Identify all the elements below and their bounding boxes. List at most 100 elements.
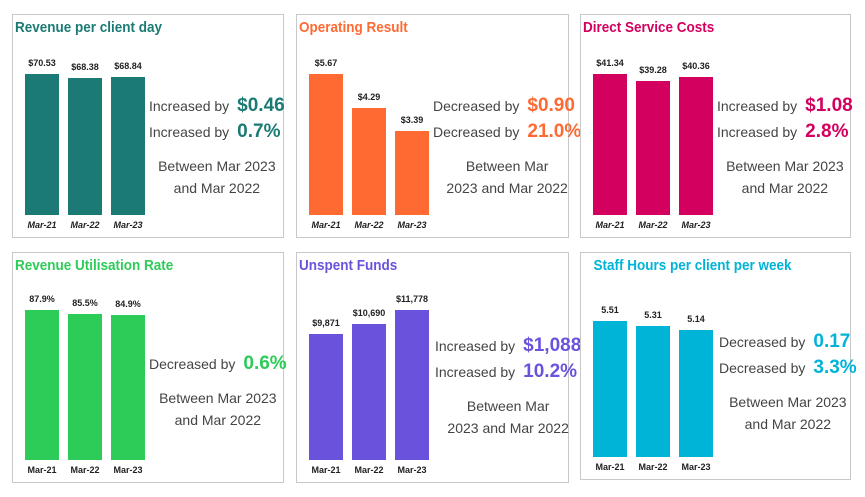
- bar: [593, 321, 627, 457]
- bar: [25, 310, 59, 460]
- change-label: Increased by: [149, 124, 230, 140]
- change-summary: Increased by $1,088 Increased by 10.2% Betwe…: [435, 335, 581, 439]
- comparison-period: Between Mar 2023 and Mar 2022: [149, 387, 287, 431]
- change-summary: Increased by $0.46 Increased by 0.7% Between…: [149, 95, 285, 199]
- data-label: $5.67: [314, 58, 338, 68]
- comparison-period-line: and Mar 2022: [173, 180, 261, 196]
- bar: [111, 315, 145, 460]
- change-label: Decreased by: [433, 98, 520, 114]
- comparison-period-line: and Mar 2022: [744, 416, 832, 432]
- x-tick-label: Mar-22: [354, 465, 384, 475]
- x-tick-label: Mar-23: [681, 220, 711, 230]
- comparison-period-line: Between Mar 2023: [726, 158, 844, 174]
- comparison-period-line: and Mar 2022: [174, 412, 262, 428]
- change-row: Decreased by 21.0%: [433, 121, 581, 147]
- x-tick-label: Mar-23: [397, 220, 427, 230]
- change-value: 21.0%: [527, 121, 582, 142]
- chart-title: Unspent Funds: [299, 257, 398, 274]
- x-tick-label: Mar-21: [311, 465, 341, 475]
- change-row: Increased by $1.08: [717, 95, 853, 121]
- change-value: 0.17: [813, 331, 851, 352]
- chart-panel: Staff Hours per client per week 5.51 Mar-2…: [580, 252, 857, 480]
- data-label: $40.36: [682, 61, 710, 72]
- change-summary: Increased by $1.08 Increased by 2.8% Between…: [717, 95, 853, 199]
- change-label: Decreased by: [719, 360, 806, 376]
- bar: [395, 310, 429, 460]
- data-label: $68.84: [114, 61, 142, 72]
- bar: [636, 81, 670, 215]
- change-label: Decreased by: [433, 124, 520, 140]
- change-row: Increased by 0.7%: [149, 121, 285, 147]
- data-label: $39.28: [639, 65, 667, 76]
- change-label: Increased by: [717, 124, 798, 140]
- x-tick-label: Mar-21: [311, 220, 341, 230]
- x-tick-label: Mar-22: [638, 220, 668, 230]
- change-label: Decreased by: [149, 356, 236, 372]
- comparison-period: Between Mar 2023 and Mar 2022: [717, 155, 853, 199]
- data-label: 87.9%: [29, 294, 55, 304]
- chart-panel: Direct Service Costs $41.34 Mar-21 $39.28 Ma…: [580, 14, 853, 238]
- bar: [352, 323, 386, 460]
- data-label: $10,690: [352, 307, 386, 318]
- data-label: $11,778: [395, 294, 429, 304]
- chart-title: Revenue Utilisation Rate: [15, 257, 174, 274]
- data-label: $4.29: [357, 92, 381, 103]
- change-row: Decreased by 0.17: [719, 331, 857, 357]
- x-tick-label: Mar-21: [27, 465, 57, 475]
- bar: [309, 334, 343, 460]
- chart-panel: Unspent Funds $9,871 Mar-21 $10,690 Mar-22 $1…: [296, 252, 581, 483]
- x-tick-label: Mar-22: [638, 462, 668, 472]
- change-row: Increased by 2.8%: [717, 121, 853, 147]
- change-value: $1,088: [523, 335, 582, 356]
- bar: [352, 108, 386, 215]
- data-label: 5.51: [601, 305, 619, 315]
- bar: [68, 314, 102, 460]
- bar: [679, 330, 713, 457]
- x-tick-label: Mar-21: [595, 220, 625, 230]
- comparison-period-line: Between Mar 2023: [729, 394, 847, 410]
- x-tick-label: Mar-22: [70, 220, 100, 230]
- change-summary: Decreased by 0.6% Between Mar 2023 and Mar …: [149, 353, 287, 431]
- change-label: Increased by: [717, 98, 798, 114]
- comparison-period-line: Between Mar: [465, 158, 549, 174]
- data-label: $70.53: [28, 58, 56, 68]
- bar: [636, 325, 670, 457]
- data-label: $41.34: [596, 58, 624, 68]
- x-tick-label: Mar-21: [595, 462, 625, 472]
- change-label: Increased by: [435, 338, 516, 354]
- chart-title: Operating Result: [299, 19, 408, 36]
- comparison-period: Between Mar 2023 and Mar 2022: [433, 155, 581, 199]
- change-value: $0.90: [527, 95, 575, 116]
- change-label: Decreased by: [719, 334, 806, 350]
- change-value: 0.7%: [237, 121, 281, 142]
- comparison-period-line: 2023 and Mar 2022: [446, 180, 568, 196]
- chart-panel: Operating Result $5.67 Mar-21 $4.29 Mar-22 $3…: [296, 14, 581, 238]
- x-tick-label: Mar-23: [113, 465, 143, 475]
- bar: [68, 78, 102, 215]
- chart-title: Revenue per client day: [15, 19, 163, 36]
- change-row: Decreased by $0.90: [433, 95, 581, 121]
- bar: [395, 130, 429, 215]
- data-label: 84.9%: [115, 299, 141, 310]
- bar: [25, 74, 59, 215]
- data-label: $9,871: [312, 318, 340, 329]
- comparison-period-line: and Mar 2022: [741, 180, 829, 196]
- change-value: $0.46: [237, 95, 285, 116]
- x-tick-label: Mar-23: [113, 220, 143, 230]
- x-tick-label: Mar-22: [354, 220, 384, 230]
- comparison-period-line: 2023 and Mar 2022: [447, 420, 569, 436]
- change-value: 2.8%: [805, 121, 849, 142]
- comparison-period: Between Mar 2023 and Mar 2022: [149, 155, 285, 199]
- x-tick-label: Mar-23: [397, 465, 427, 475]
- change-row: Increased by $1,088: [435, 335, 581, 361]
- change-value: 0.6%: [243, 353, 287, 374]
- change-value: $1.08: [805, 95, 853, 116]
- change-row: Increased by 10.2%: [435, 361, 581, 387]
- change-row: Decreased by 0.6%: [149, 353, 287, 379]
- change-label: Increased by: [435, 364, 516, 380]
- x-tick-label: Mar-22: [70, 465, 100, 475]
- bar: [111, 77, 145, 215]
- change-summary: Decreased by $0.90 Decreased by 21.0% Betwee…: [433, 95, 581, 199]
- change-value: 10.2%: [523, 361, 578, 382]
- x-tick-label: Mar-23: [681, 462, 711, 472]
